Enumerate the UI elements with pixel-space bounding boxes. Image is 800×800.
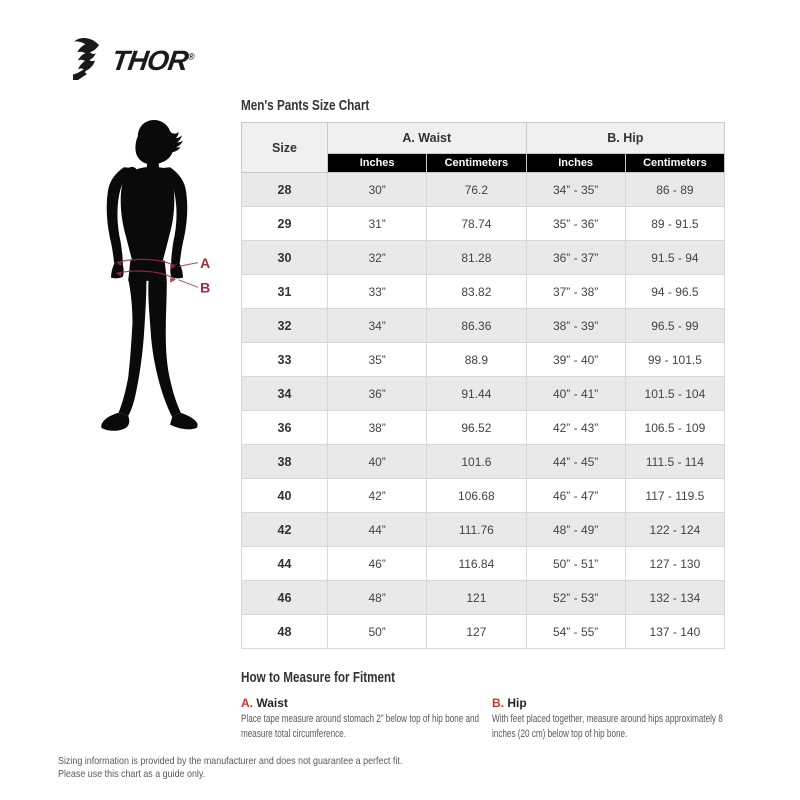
svg-text:A: A: [200, 255, 210, 271]
svg-text:B: B: [200, 280, 210, 296]
